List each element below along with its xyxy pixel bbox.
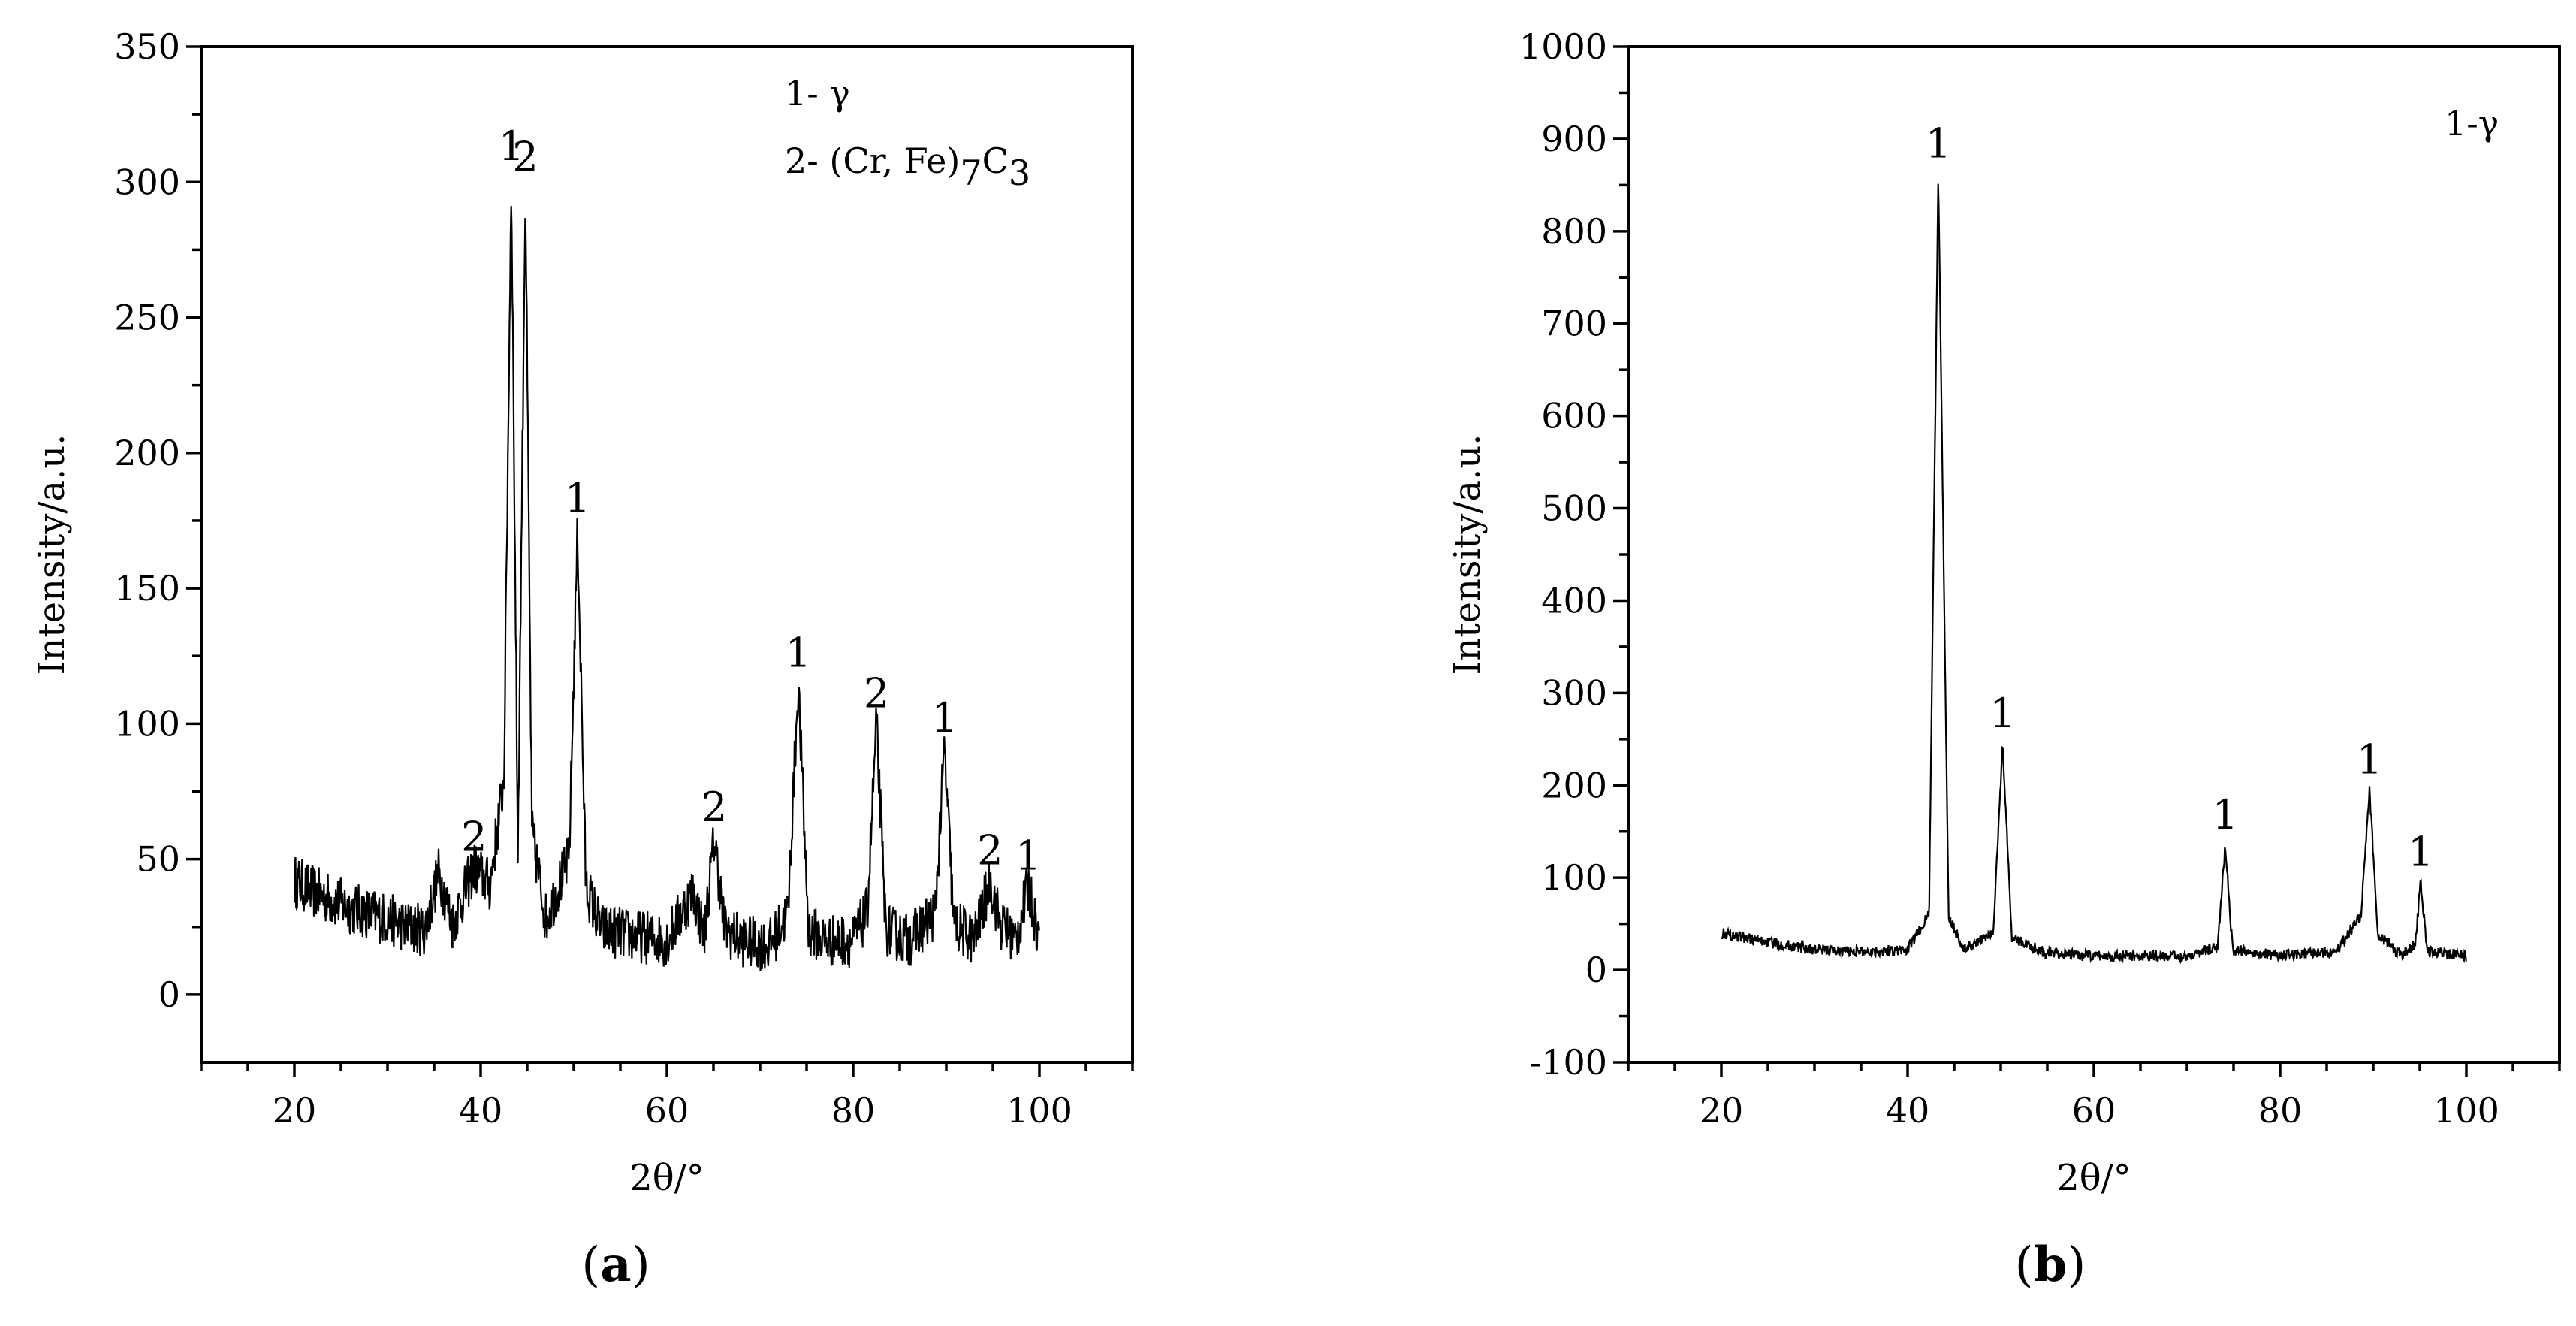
x-tick-label: 100	[1006, 1090, 1072, 1131]
y-tick-label: 100	[114, 703, 180, 744]
y-tick-label: 300	[1541, 672, 1607, 713]
series-line-0	[1721, 183, 2467, 965]
x-tick-label: 60	[645, 1090, 689, 1131]
panel-a: 20 40 60 80 100 0 50 100 150 200 250 300 350 2θ/° Inte…	[31, 26, 1134, 1293]
series-line-0	[293, 206, 1040, 971]
peak-label: 2	[701, 784, 727, 831]
y-tick-label: 150	[114, 568, 180, 609]
x-tick-label: 20	[1700, 1090, 1744, 1131]
y-axis-label: Intensity/a.u.	[31, 433, 73, 675]
peak-label: 1	[2357, 735, 2382, 783]
y-tick-label: 200	[114, 433, 180, 473]
x-tick-label: 60	[2072, 1090, 2116, 1131]
panel-label-open: (	[581, 1237, 600, 1293]
y-tick-label: 800	[1541, 211, 1607, 252]
x-tick-label: 100	[2433, 1090, 2499, 1131]
panel-label-close: )	[632, 1237, 650, 1293]
legend-line-1: 1- γ	[785, 73, 850, 113]
x-axis-label: 2θ/°	[2056, 1157, 2131, 1199]
x-axis-label: 2θ/°	[629, 1157, 704, 1199]
peak-label: 2	[512, 133, 538, 180]
y-tick-label: 600	[1541, 396, 1607, 436]
peak-label: 1	[499, 122, 524, 170]
peak-label: 1	[786, 629, 811, 676]
y-tick-label: 350	[114, 26, 180, 67]
y-tick-label: 0	[1585, 950, 1607, 990]
y-tick-label: 1000	[1519, 26, 1607, 67]
peak-label: 1	[931, 694, 957, 742]
peak-label: 1	[1926, 120, 1951, 168]
y-tick-label: 250	[114, 298, 180, 338]
x-tick-label: 40	[459, 1090, 503, 1131]
panel-label: (b)	[2015, 1237, 2086, 1293]
legend-text-part: C	[982, 140, 1009, 181]
y-tick-label: 400	[1541, 580, 1607, 621]
plot-frame	[1627, 45, 2561, 1064]
legend-line-2: 2- (Cr, Fe)7C3	[785, 140, 1030, 193]
x-tick-label: 40	[1886, 1090, 1930, 1131]
legend-text-part: 2- (Cr, Fe)	[785, 140, 960, 181]
peak-label: 2	[864, 669, 889, 717]
legend-text-part: 7	[960, 153, 982, 193]
panel-b: 20 40 60 80 100 -100 0 100 200 300 400 500 600 700 800…	[1446, 26, 2561, 1293]
peak-label: 2	[977, 826, 1003, 874]
panel-label: (a)	[581, 1237, 650, 1293]
y-tick-label: 700	[1541, 304, 1607, 344]
panel-label-close: )	[2067, 1237, 2086, 1293]
y-tick-label: 500	[1541, 488, 1607, 529]
peak-label: 1	[1015, 832, 1041, 880]
peak-label: 2	[461, 813, 487, 860]
x-tick-label: 80	[2258, 1090, 2303, 1131]
panel-label-letter: b	[2034, 1237, 2068, 1293]
peak-label: 1	[2213, 791, 2238, 838]
y-tick-label: 50	[136, 839, 180, 880]
y-axis-label: Intensity/a.u.	[1446, 433, 1489, 675]
peak-label: 1	[2408, 828, 2433, 875]
y-tick-label: 300	[114, 162, 180, 202]
peak-label: 1	[1989, 690, 2015, 737]
y-tick-label: 100	[1541, 857, 1607, 898]
peak-label: 1	[565, 475, 590, 522]
y-tick-label: -100	[1530, 1042, 1607, 1083]
legend-text-part: 3	[1009, 153, 1030, 193]
y-tick-label: 0	[158, 974, 180, 1015]
legend-line-1: 1-γ	[2445, 103, 2499, 143]
panel-label-letter: a	[600, 1237, 631, 1293]
x-tick-label: 80	[831, 1090, 876, 1131]
y-tick-label: 900	[1541, 119, 1607, 159]
y-tick-label: 200	[1541, 765, 1607, 805]
x-tick-label: 20	[273, 1090, 317, 1131]
panel-label-open: (	[2015, 1237, 2034, 1293]
